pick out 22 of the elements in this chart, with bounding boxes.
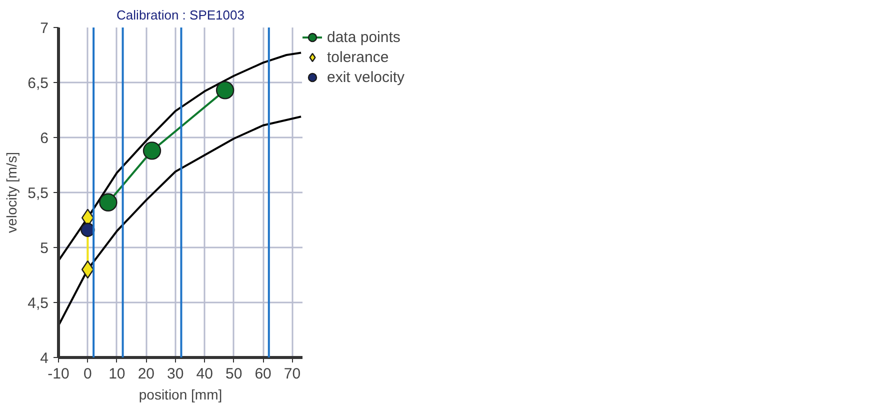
x-tick-label: 60 [254, 366, 272, 382]
x-tick-label: 50 [225, 366, 242, 382]
x-tick-label: 40 [196, 366, 213, 382]
y-tick-label: 5,5 [28, 185, 49, 202]
y-tick-label: 6 [40, 130, 48, 147]
x-tick-label: 0 [84, 366, 92, 382]
x-axis-title: position [mm] [138, 386, 222, 402]
chart-title: Calibration : SPE1003 [116, 8, 244, 22]
x-tick-label: 30 [167, 366, 184, 382]
y-axis-title: velocity [m/s] [4, 152, 20, 233]
legend-label: data points [327, 28, 400, 46]
legend-label: tolerance [327, 48, 389, 66]
y-tick-label: 4 [40, 350, 48, 367]
x-tick-label: -10 [48, 366, 70, 382]
x-tick-label: 20 [138, 366, 155, 382]
y-tick-label: 7 [40, 20, 48, 37]
y-tick-label: 6,5 [28, 75, 49, 92]
legend-label: exit velocity [327, 68, 405, 86]
y-tick-label: 4,5 [28, 295, 49, 312]
x-tick-label: 70 [284, 366, 301, 382]
y-tick-label: 5 [40, 240, 48, 257]
x-tick-label: 10 [108, 366, 126, 382]
